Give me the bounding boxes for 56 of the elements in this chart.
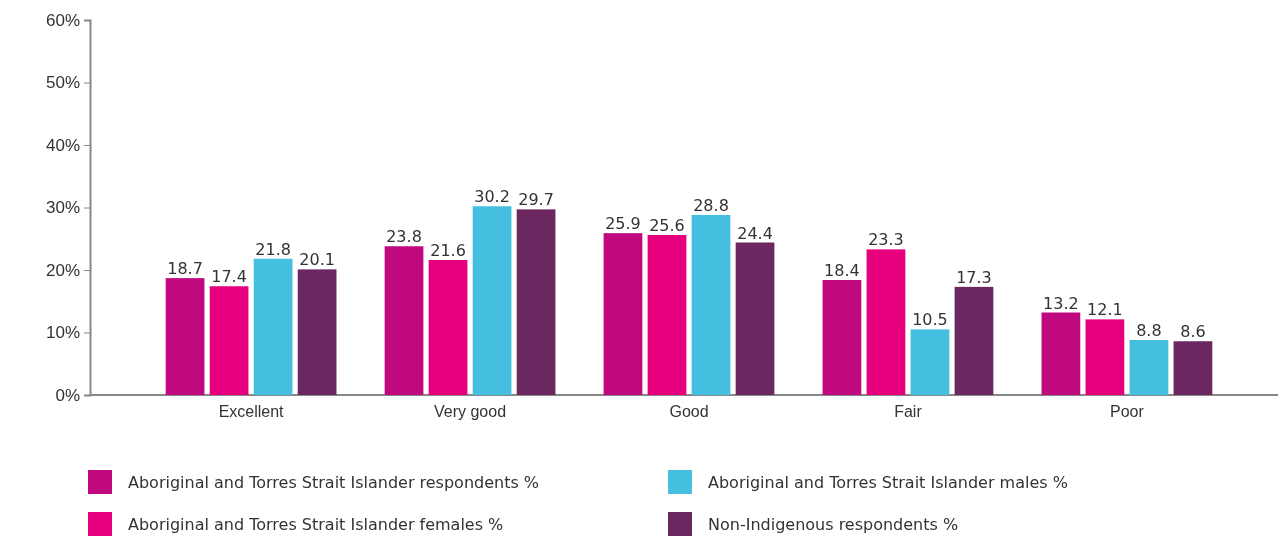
y-tick-label: 20% (45, 260, 80, 280)
bar (253, 258, 293, 395)
data-label: 8.6 (1180, 322, 1206, 342)
data-label: 21.8 (255, 239, 291, 259)
y-tick-label: 10% (45, 323, 80, 343)
legend-label: Aboriginal and Torres Strait Islander respondents % (128, 473, 540, 492)
bar (1173, 341, 1213, 395)
legend-label: Aboriginal and Torres Strait Islander females % (128, 515, 504, 534)
data-label: 23.3 (868, 230, 904, 250)
bar (1085, 319, 1125, 395)
bar (866, 249, 906, 395)
bar (822, 280, 862, 395)
x-tick-label: Very good (434, 403, 507, 421)
bar (428, 260, 468, 395)
data-label: 28.8 (693, 196, 729, 215)
data-label: 20.1 (299, 250, 335, 270)
legend-label: Non-Indigenous respondents % (708, 515, 959, 534)
bar (472, 206, 512, 395)
data-label: 18.7 (167, 259, 203, 279)
data-label: 18.4 (824, 261, 860, 280)
legend-label: Aboriginal and Torres Strait Islander males % (708, 473, 1068, 492)
bar (954, 286, 994, 395)
bar (297, 269, 337, 395)
data-label: 13.2 (1043, 293, 1079, 313)
bar (910, 329, 950, 395)
data-label: 29.7 (518, 190, 554, 210)
bar (1041, 312, 1081, 395)
data-label: 10.5 (912, 310, 948, 330)
bar (647, 235, 687, 395)
data-label: 17.4 (211, 267, 247, 287)
x-tick-label: Poor (1110, 403, 1145, 421)
data-label: 25.9 (605, 214, 641, 234)
data-label: 24.4 (737, 223, 773, 243)
y-tick-label: 30% (45, 198, 80, 218)
y-tick-label: 60% (45, 10, 80, 30)
bar (1129, 340, 1169, 395)
bar (384, 246, 424, 395)
data-label: 12.1 (1087, 300, 1123, 320)
data-label: 25.6 (649, 216, 685, 235)
data-label: 17.3 (956, 267, 992, 287)
bar (735, 242, 775, 395)
data-label: 21.6 (430, 241, 466, 260)
y-tick-label: 0% (55, 385, 80, 405)
data-label: 8.8 (1136, 321, 1162, 340)
y-tick-label: 40% (45, 135, 80, 155)
bar (691, 215, 731, 395)
bar (165, 278, 205, 395)
x-tick-label: Fair (894, 403, 923, 421)
x-tick-label: Good (669, 403, 709, 421)
bar (209, 286, 249, 395)
data-label: 30.2 (474, 187, 510, 207)
x-tick-label: Excellent (218, 403, 285, 421)
data-label: 23.8 (386, 227, 422, 247)
bar (603, 233, 643, 395)
bar (516, 209, 556, 395)
y-tick-label: 50% (45, 73, 80, 93)
